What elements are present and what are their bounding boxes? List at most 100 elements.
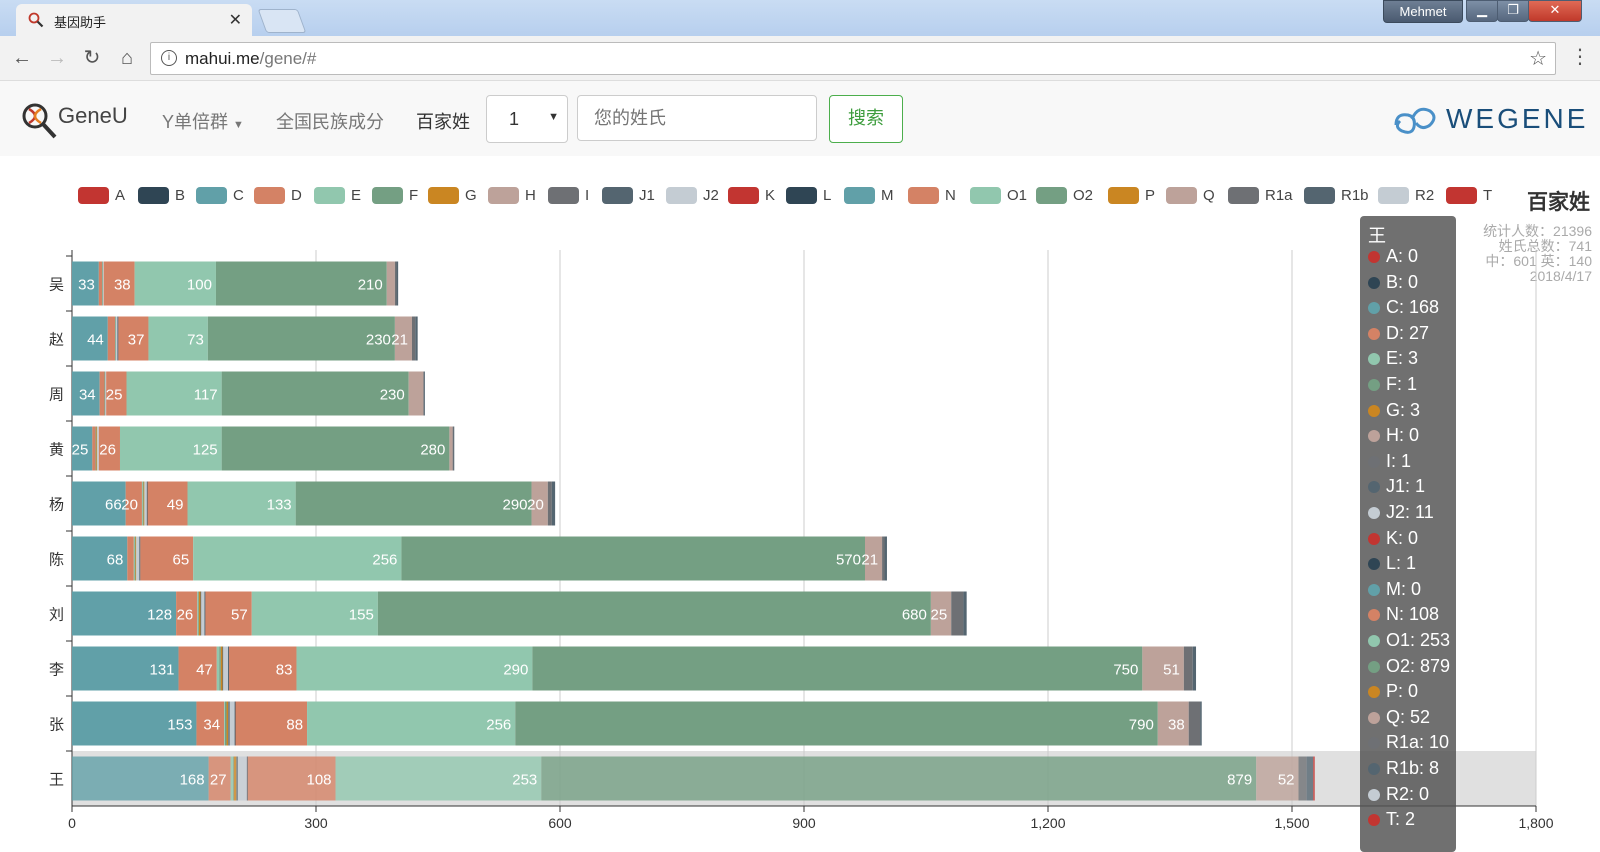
url-host: mahui.me <box>185 49 260 68</box>
address-bar[interactable]: i mahui.me/gene/# ☆ <box>150 42 1556 75</box>
legend-item-q[interactable]: Q <box>1166 186 1215 204</box>
legend-item-r1b[interactable]: R1b <box>1304 186 1369 204</box>
legend-item-n[interactable]: N <box>908 186 956 204</box>
tooltip-row-q: Q: 52 <box>1368 707 1430 728</box>
legend-label: C <box>233 186 244 204</box>
bar-value-label: 128 <box>147 607 172 624</box>
close-window-button[interactable]: ✕ <box>1528 0 1582 22</box>
bar-segment <box>115 316 118 361</box>
legend-item-l[interactable]: L <box>786 186 831 204</box>
bar-segment <box>235 701 308 746</box>
tab-close-icon[interactable]: ✕ <box>228 12 242 29</box>
tooltip-row-d: D: 27 <box>1368 323 1429 344</box>
surname-search-input[interactable] <box>577 95 817 141</box>
bar-value-label: 25 <box>72 442 89 459</box>
bar-segment <box>411 316 416 361</box>
nav-ethnic-composition[interactable]: 全国民族成分 <box>276 112 384 132</box>
legend-item-i[interactable]: I <box>548 186 589 204</box>
legend-item-b[interactable]: B <box>138 186 185 204</box>
legend-item-t[interactable]: T <box>1446 186 1492 204</box>
bar-segment <box>126 371 222 416</box>
bar-segment <box>228 701 229 746</box>
legend-item-r1a[interactable]: R1a <box>1228 186 1293 204</box>
legend-item-p[interactable]: P <box>1108 186 1155 204</box>
tooltip-row-text: A: 0 <box>1386 246 1419 266</box>
bar-segment <box>547 481 552 526</box>
legend-label: E <box>351 186 362 204</box>
bar-segment <box>201 591 205 636</box>
legend-item-o1[interactable]: O1 <box>970 186 1027 204</box>
y-tick-label: 杨 <box>49 496 64 514</box>
bar-segment <box>226 701 229 746</box>
tab-title: 基因助手 <box>54 15 107 30</box>
x-tick-label: 900 <box>792 815 816 831</box>
legend-item-f[interactable]: F <box>372 186 418 204</box>
tooltip-series-dot <box>1368 327 1380 340</box>
bar-value-label: 49 <box>167 497 184 514</box>
bar-segment <box>107 316 116 361</box>
legend-item-r2[interactable]: R2 <box>1378 186 1434 204</box>
legend-item-j1[interactable]: J1 <box>602 186 655 204</box>
bar-value-label: 37 <box>128 332 145 349</box>
legend-item-o2[interactable]: O2 <box>1036 186 1093 204</box>
bar-segment <box>118 316 149 361</box>
home-icon[interactable]: ⌂ <box>120 47 134 69</box>
geneu-logo-icon[interactable] <box>20 101 58 141</box>
bar-segment <box>72 261 99 306</box>
url-path: /gene/# <box>259 49 317 68</box>
reload-icon[interactable]: ↻ <box>83 47 101 69</box>
legend-item-c[interactable]: C <box>196 186 244 204</box>
wegene-logo-icon[interactable] <box>1392 101 1440 137</box>
legend-label: P <box>1145 186 1156 204</box>
site-navbar: GeneU Y单倍群 ▼ 全国民族成分 百家姓 1 ▼ 搜索 WEGENE <box>0 81 1600 156</box>
tooltip-series-dot <box>1368 814 1380 827</box>
legend-item-j2[interactable]: J2 <box>666 186 719 204</box>
bar-segment <box>72 701 197 746</box>
bar-segment <box>106 371 127 416</box>
bar-value-label: 27 <box>210 772 227 789</box>
browser-tab[interactable]: 基因助手 ✕ <box>16 4 252 36</box>
bar-segment <box>215 261 387 306</box>
bar-segment <box>221 426 450 471</box>
legend-swatch <box>970 186 1001 204</box>
legend-item-a[interactable]: A <box>78 186 125 204</box>
search-button[interactable]: 搜索 <box>829 95 903 143</box>
bar-segment <box>1256 756 1299 801</box>
profile-badge[interactable]: Mehmet <box>1383 0 1463 23</box>
legend-item-m[interactable]: M <box>844 186 894 204</box>
y-tick-label: 李 <box>49 661 64 679</box>
forward-arrow-icon[interactable]: → <box>47 47 67 69</box>
legend-item-h[interactable]: H <box>488 186 536 204</box>
bar-segment <box>452 426 454 471</box>
browser-menu-icon[interactable]: ⋮ <box>1570 46 1590 68</box>
legend-swatch <box>1378 186 1409 204</box>
bar-segment <box>92 426 96 471</box>
tooltip-row-p: P: 0 <box>1368 681 1418 702</box>
tooltip-row-text: Q: 52 <box>1386 706 1431 727</box>
legend-swatch <box>372 186 403 204</box>
bookmark-star-icon[interactable]: ☆ <box>1529 48 1547 70</box>
legend-label: L <box>823 186 832 204</box>
tooltip-row-m: M: 0 <box>1368 579 1421 600</box>
info-icon[interactable]: i <box>161 50 177 66</box>
bar-segment <box>105 371 107 416</box>
bar-segment <box>233 756 234 801</box>
minimize-button[interactable]: ▁ <box>1466 0 1498 22</box>
tooltip-row-text: K: 0 <box>1386 527 1419 548</box>
page-select[interactable]: 1 ▼ <box>486 95 568 143</box>
legend-item-k[interactable]: K <box>728 186 775 204</box>
tooltip-series-dot <box>1368 353 1380 366</box>
legend-item-g[interactable]: G <box>428 186 477 204</box>
legend-item-e[interactable]: E <box>314 186 361 204</box>
select-caret-icon: ▼ <box>548 111 559 123</box>
legend-item-d[interactable]: D <box>254 186 302 204</box>
bar-value-label: 570 <box>836 552 861 569</box>
bar-value-label: 750 <box>1113 662 1138 679</box>
site-logo-text[interactable]: GeneU <box>58 103 128 128</box>
back-arrow-icon[interactable]: ← <box>12 47 32 69</box>
nav-y-haplogroup[interactable]: Y单倍群 ▼ <box>162 108 244 134</box>
bar-segment <box>424 371 425 416</box>
bar-segment <box>72 591 177 636</box>
bar-segment <box>335 756 542 801</box>
